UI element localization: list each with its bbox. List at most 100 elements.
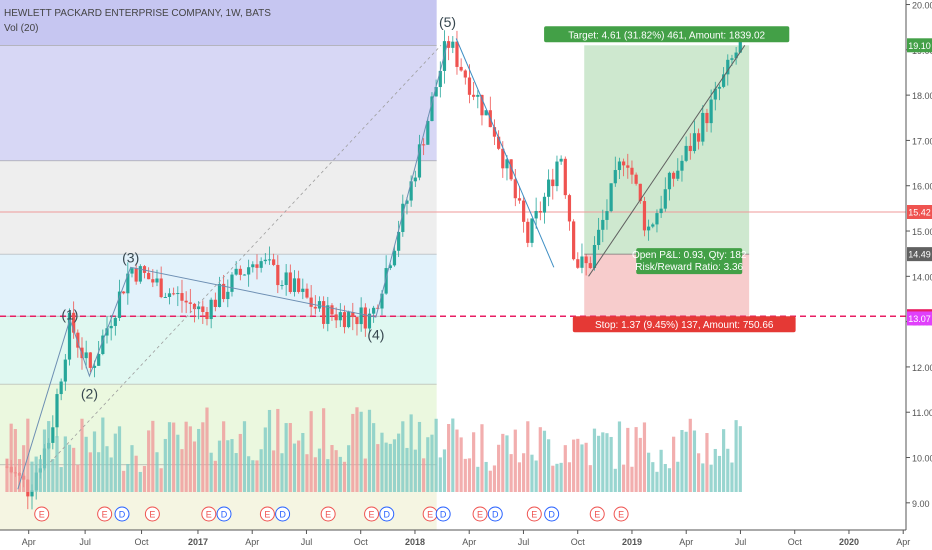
elliott-wave-path <box>17 42 448 490</box>
y-tick-label: 14.00 <box>912 272 932 282</box>
candle-body <box>417 144 422 178</box>
volume-bar <box>326 459 330 492</box>
marker-circle <box>275 506 291 522</box>
volume-bar <box>292 443 297 492</box>
candle-body <box>138 266 142 282</box>
dividend-marker: D <box>487 506 503 522</box>
volume-bar <box>592 428 597 492</box>
volume-bar <box>217 440 222 492</box>
volume-bar <box>605 433 609 492</box>
candle-body <box>438 70 442 88</box>
candle-body <box>430 96 434 122</box>
volume-bar <box>422 458 426 492</box>
candle-body <box>205 311 209 320</box>
volume-bar <box>88 452 92 492</box>
volume-bar <box>359 411 363 492</box>
earnings-marker: E <box>613 506 629 522</box>
candle-body <box>451 41 455 48</box>
candle-body <box>347 312 351 328</box>
volume-bar <box>76 464 80 492</box>
candle-body <box>384 268 388 294</box>
candle-body <box>484 110 488 116</box>
marker-letter: D <box>548 510 555 520</box>
candle-body <box>588 263 592 269</box>
volume-bar <box>434 418 438 492</box>
wave-label: (3) <box>122 250 139 266</box>
candle-body <box>638 183 642 202</box>
candle-body <box>576 259 580 268</box>
candle-body <box>701 112 705 142</box>
volume-bar <box>234 453 238 492</box>
volume-bar <box>613 468 617 492</box>
candle-body <box>709 99 713 124</box>
candle-body <box>109 325 113 329</box>
volume-bar <box>680 430 684 492</box>
candle-body <box>705 112 709 124</box>
candle-body <box>501 148 505 169</box>
candle-body <box>92 365 97 368</box>
candle-body <box>267 259 272 261</box>
price-badge-text: 13.07 <box>908 314 931 324</box>
fib-band <box>0 160 437 255</box>
wave-label: (2) <box>81 386 98 402</box>
marker-letter: D <box>221 510 228 520</box>
candle-body <box>426 121 430 145</box>
earnings-marker: E <box>589 506 605 522</box>
x-tick-label: Apr <box>462 537 476 547</box>
volume-bar <box>542 430 547 492</box>
candle-body <box>297 278 301 292</box>
time-axis-bg <box>0 530 932 550</box>
earnings-marker: E <box>34 506 50 522</box>
candle-body <box>367 313 372 329</box>
volume-bar <box>709 464 713 492</box>
volume-bar <box>447 424 451 492</box>
candle-body <box>284 272 288 286</box>
volume-bar <box>426 437 430 492</box>
dividend-marker: D <box>379 506 395 522</box>
volume-bar <box>726 448 730 492</box>
volume-bar <box>672 436 676 492</box>
candle-body <box>226 291 230 300</box>
marker-circle <box>216 506 232 522</box>
volume-bar <box>451 418 455 492</box>
marker-letter: E <box>102 510 108 520</box>
candle-body <box>459 66 463 71</box>
dividend-marker: D <box>275 506 291 522</box>
candle-body <box>105 328 109 336</box>
dashed-trendline <box>50 45 442 463</box>
volume-bar <box>322 408 326 492</box>
volume-bar <box>430 434 434 492</box>
price-badge-text: 15.42 <box>908 208 931 218</box>
volume-bar <box>355 407 359 492</box>
volume-bar <box>222 421 226 492</box>
earnings-marker: E <box>526 506 542 522</box>
marker-circle <box>435 506 451 522</box>
price-badge-text: 14.49 <box>908 250 931 260</box>
volume-bar <box>697 453 701 492</box>
x-tick-label: Oct <box>788 537 803 547</box>
candle-body <box>542 196 547 213</box>
candle-body <box>409 181 413 201</box>
candle-body <box>309 297 313 307</box>
volume-bar <box>259 449 263 492</box>
volume-bar <box>497 444 501 492</box>
candle-body <box>130 268 134 274</box>
candle-body <box>605 211 609 220</box>
marker-circle <box>589 506 605 522</box>
candle-body <box>167 293 172 297</box>
candle-body <box>580 256 584 268</box>
marker-circle <box>526 506 542 522</box>
marker-letter: E <box>477 510 483 520</box>
volume-bar <box>109 457 113 492</box>
candle-body <box>155 278 159 283</box>
candle-body <box>313 306 317 309</box>
marker-circle <box>201 506 217 522</box>
candle-body <box>392 250 397 266</box>
candle-body <box>551 179 555 187</box>
candle-body <box>555 161 559 187</box>
marker-circle <box>364 506 380 522</box>
volume-bar <box>313 457 317 492</box>
volume-bar <box>142 466 147 492</box>
volume-bar <box>113 433 117 492</box>
